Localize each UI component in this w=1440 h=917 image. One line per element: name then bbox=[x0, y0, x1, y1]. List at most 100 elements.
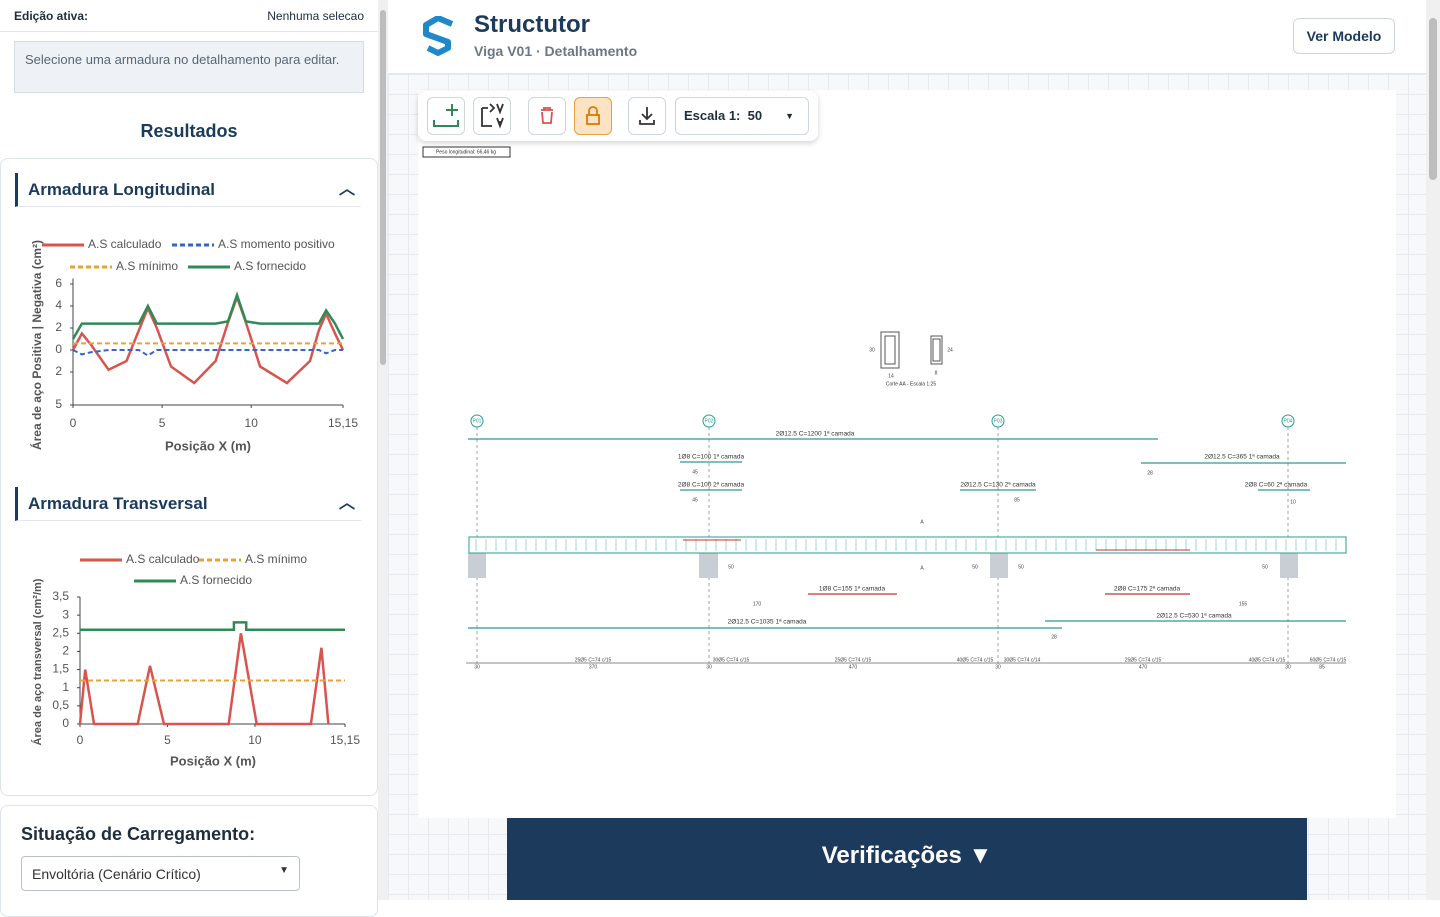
rebar-label: 1Ø8 C=100 1ª camada bbox=[678, 454, 745, 461]
stirrup-label: 25Ø5 C=74 c/15 bbox=[575, 657, 612, 663]
legend-label: A.S mínimo bbox=[116, 259, 178, 273]
y-tick-label: 1 bbox=[62, 680, 69, 694]
y-tick-label: 0,5 bbox=[52, 698, 69, 712]
load-select[interactable]: Envoltória (Cenário Crítico) ▼ bbox=[21, 856, 300, 891]
results-title: Resultados bbox=[140, 121, 238, 141]
beam-stirrups bbox=[475, 539, 1337, 551]
y-tick-label: 2 bbox=[55, 320, 62, 334]
pillar-marker bbox=[702, 414, 716, 428]
pillar-label: P01 bbox=[473, 418, 482, 424]
dimension-label: 24 bbox=[947, 347, 953, 353]
lock-button[interactable] bbox=[574, 97, 612, 135]
legend-label: A.S fornecido bbox=[180, 573, 252, 587]
series-line bbox=[78, 633, 330, 726]
section-title: Armadura Longitudinal bbox=[28, 180, 215, 199]
dimension-label: 28 bbox=[1051, 634, 1057, 640]
scale-value: 50 bbox=[747, 108, 763, 123]
drawing: Peso longitudinal: 66,46 kg Corte AA - Es… bbox=[418, 90, 1396, 818]
dimension-label: 470 bbox=[849, 664, 858, 670]
stirrup-label: 30Ø5 C=74 c/14 bbox=[1004, 657, 1041, 663]
series-line bbox=[80, 621, 345, 631]
x-tick-label: 0 bbox=[77, 733, 84, 747]
dimension-label: 50 bbox=[972, 564, 978, 570]
dimension-label: 470 bbox=[1139, 664, 1148, 670]
pillar-label: P02 bbox=[705, 418, 714, 424]
y-tick-label: 2 bbox=[62, 644, 69, 658]
dimension-label: 370 bbox=[589, 664, 598, 670]
rebar-label: 2Ø8 C=100 2ª camada bbox=[678, 482, 745, 489]
legend-label: A.S momento positivo bbox=[218, 237, 335, 251]
dimension-label: 10 bbox=[1290, 499, 1296, 505]
rebar-label: 2Ø12.5 C=1035 1ª camada bbox=[728, 619, 807, 626]
x-tick-label: 15,15 bbox=[330, 733, 360, 747]
y-tick-label: 1,5 bbox=[52, 662, 69, 676]
scroll-thumb[interactable] bbox=[380, 10, 386, 365]
section-header[interactable]: Armadura Transversal ︿ bbox=[15, 487, 361, 521]
sheet bbox=[418, 90, 1396, 818]
dimension-label: 28 bbox=[1147, 470, 1153, 476]
weight-box bbox=[422, 146, 511, 158]
rebar-label: 2Ø8 C=175 2ª camada bbox=[1114, 586, 1181, 593]
y-tick-label: 0 bbox=[62, 716, 69, 730]
chevron[interactable]: ︿ bbox=[338, 495, 355, 512]
delete-button[interactable] bbox=[528, 97, 566, 135]
x-tick-label: 10 bbox=[248, 733, 262, 747]
dimension-label: 170 bbox=[753, 601, 762, 607]
stirrup-label: 40Ø5 C=74 c/15 bbox=[1249, 657, 1286, 663]
section-header[interactable]: Armadura Longitudinal ︿ bbox=[15, 173, 361, 207]
scrollbar[interactable] bbox=[378, 0, 388, 900]
rename-button[interactable] bbox=[473, 97, 511, 135]
dimension-label: 30 bbox=[995, 664, 1001, 670]
scroll-thumb[interactable] bbox=[1429, 18, 1437, 180]
load-card bbox=[0, 805, 378, 917]
info-box: Selecione uma armadura no detalhamento p… bbox=[14, 41, 364, 93]
dimension-label: 45 bbox=[692, 497, 698, 503]
add-button[interactable] bbox=[427, 97, 465, 135]
beam bbox=[468, 536, 1347, 554]
download-button[interactable] bbox=[628, 97, 666, 135]
scale-select[interactable]: Escala 1: 50 ▼ bbox=[675, 97, 809, 135]
stirrup-label: 30Ø5 C=74 c/15 bbox=[713, 657, 750, 663]
x-axis-label: Posição X (m) bbox=[170, 753, 256, 768]
x-tick-label: 5 bbox=[159, 416, 166, 430]
scrollbar[interactable] bbox=[1426, 0, 1440, 900]
section-title: Armadura Transversal bbox=[28, 494, 208, 513]
y-tick-label: 0 bbox=[55, 342, 62, 356]
pillar-marker bbox=[1281, 414, 1295, 428]
y-tick-label: 6 bbox=[55, 276, 62, 290]
section-title: Corte AA - Escala 1:25 bbox=[886, 381, 937, 387]
y-tick-label: 3 bbox=[62, 607, 69, 621]
verifications-bar[interactable]: Verificações ▼ bbox=[507, 818, 1307, 900]
dimension-label: 8 bbox=[935, 370, 938, 376]
dimension-label: 85 bbox=[1014, 497, 1020, 503]
dimension-label: 50 bbox=[1262, 564, 1268, 570]
load-title: Situação de Carregamento: bbox=[21, 824, 256, 844]
view-model-button[interactable]: Ver Modelo bbox=[1293, 18, 1395, 54]
select-value: Envoltória (Cenário Crítico) bbox=[32, 866, 201, 882]
x-tick-label: 10 bbox=[245, 416, 259, 430]
chevron[interactable]: ︿ bbox=[338, 181, 355, 198]
x-tick-label: 5 bbox=[164, 733, 171, 747]
dimension-label: 45 bbox=[692, 469, 698, 475]
logo bbox=[423, 16, 454, 56]
y-axis-label: Área de aço transversal (cm²/m) bbox=[31, 578, 44, 745]
x-tick-label: 15,15 bbox=[328, 416, 358, 430]
dimension-label: 50 bbox=[1018, 564, 1024, 570]
weight-label: Peso longitudinal: 66,46 kg bbox=[436, 149, 496, 155]
series-line bbox=[71, 291, 345, 340]
rebar-label: 2Ø12.5 C=1200 1ª camada bbox=[776, 431, 855, 438]
results-card bbox=[0, 158, 378, 796]
series-line bbox=[71, 293, 345, 385]
rebar-label: 2Ø12.5 C=365 1ª camada bbox=[1204, 454, 1280, 461]
y-tick-label: 2,5 bbox=[52, 625, 69, 639]
pillar-marker bbox=[991, 414, 1005, 428]
pillar-axes bbox=[476, 427, 1289, 665]
rebar-label: 2Ø12.5 C=130 2ª camada bbox=[960, 482, 1036, 489]
dimension-label: 30 bbox=[869, 347, 875, 353]
stirrup-label: 25Ø5 C=74 c/15 bbox=[1125, 657, 1162, 663]
pillar-label: P04 bbox=[1284, 418, 1293, 424]
dimension-label: 50 bbox=[728, 564, 734, 570]
icon bbox=[481, 103, 504, 129]
header bbox=[388, 0, 1426, 74]
